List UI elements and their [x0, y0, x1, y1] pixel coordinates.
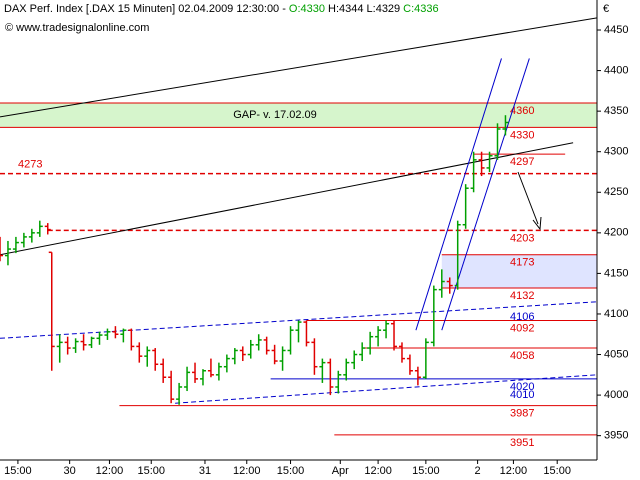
x-tick-label: 12:00: [500, 465, 528, 477]
x-tick-label: 12:00: [364, 465, 392, 477]
y-tick-label: 4150: [604, 267, 628, 279]
level-label: 4273: [18, 159, 42, 171]
zone: [441, 254, 597, 289]
currency: €: [603, 3, 609, 15]
level-label: 4360: [510, 105, 534, 117]
trendline: [0, 142, 574, 256]
x-tick-label: 12:00: [233, 465, 261, 477]
arrow: [517, 171, 539, 225]
level-label: 4330: [510, 129, 534, 141]
y-tick-label: 4000: [604, 389, 628, 401]
x-tick-label: 31: [199, 465, 211, 477]
x-tick-label: 30: [64, 465, 76, 477]
trendline: [175, 374, 598, 404]
trendline: [0, 17, 598, 118]
level-label: 4173: [510, 257, 534, 269]
x-tick-label: 15:00: [543, 465, 571, 477]
level-label: 4010: [510, 389, 534, 401]
x-tick-label: 15:00: [137, 465, 165, 477]
level-label: 4203: [510, 232, 534, 244]
x-tick-label: 12:00: [96, 465, 124, 477]
trendline: [415, 58, 502, 331]
y-tick-label: 4100: [604, 308, 628, 320]
level-label: 4132: [510, 290, 534, 302]
y-tick-label: 4050: [604, 348, 628, 360]
watermark: © www.tradesignalonline.com: [5, 22, 149, 34]
arrow-head: [532, 216, 542, 231]
x-tick-label: 15:00: [4, 465, 32, 477]
level-label: 4092: [510, 322, 534, 334]
level-label: 4058: [510, 350, 534, 362]
header-part: H:4344 L:4329: [328, 3, 400, 15]
y-tick-label: 4450: [604, 24, 628, 36]
x-tick-label: 15:00: [412, 465, 440, 477]
level-label: 4106: [510, 311, 534, 323]
zone-label: GAP- v. 17.02.09: [233, 109, 317, 121]
level-label: 4297: [510, 156, 534, 168]
level-label: 3987: [510, 408, 534, 420]
y-tick-label: 4200: [604, 227, 628, 239]
header-part: DAX Perf. Index [.DAX 15 Minuten] 02.04.…: [4, 3, 286, 15]
x-tick-label: 2: [475, 465, 481, 477]
y-tick-label: 4300: [604, 146, 628, 158]
header-part: O:4330: [289, 3, 325, 15]
x-tick-label: 15:00: [277, 465, 305, 477]
y-tick-label: 4400: [604, 64, 628, 76]
y-tick-label: 4350: [604, 105, 628, 117]
y-tick-label: 3950: [604, 430, 628, 442]
x-tick-label: Apr: [332, 465, 349, 477]
level-label: 4020: [510, 381, 534, 393]
level-label: 3951: [510, 437, 534, 449]
plot-area: GAP- v. 17.02.09 4360 4330 4297 4273 4203 4173…: [0, 17, 598, 449]
header: DAX Perf. Index [.DAX 15 Minuten] 02.04.…: [4, 3, 439, 15]
y-tick-label: 4250: [604, 186, 628, 198]
header-part: C:4336: [403, 3, 438, 15]
